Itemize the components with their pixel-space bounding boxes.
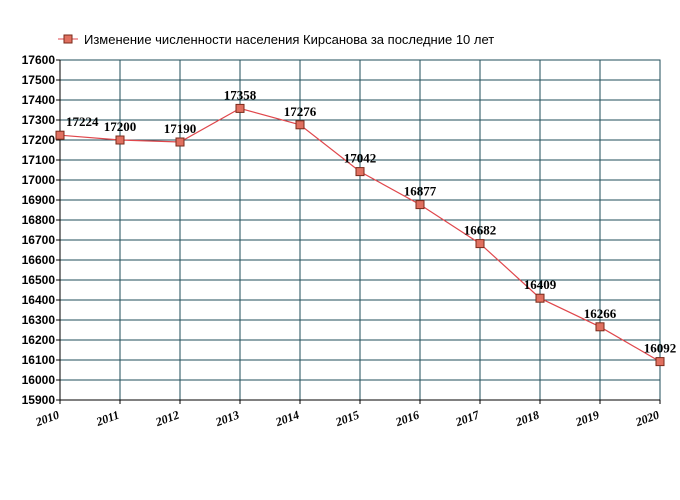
y-tick-label: 17300 xyxy=(22,113,56,127)
y-tick-label: 16000 xyxy=(22,373,56,387)
data-point xyxy=(235,103,245,113)
y-tick-label: 17500 xyxy=(22,73,56,87)
data-point xyxy=(55,130,65,140)
data-point xyxy=(475,239,485,249)
legend-marker xyxy=(63,34,73,44)
x-tick-label: 2018 xyxy=(513,408,541,430)
y-tick-label: 16100 xyxy=(22,353,56,367)
data-labels: 17224 17200 17190 17358 17276 17042 16877 16682… xyxy=(66,87,676,355)
y-tick-label: 17200 xyxy=(22,133,56,147)
y-tick-label: 16300 xyxy=(22,313,56,327)
x-axis: 2010 2011 2012 2013 2014 2015 2016 2017 2018 2019… xyxy=(33,399,661,430)
y-tick-label: 17400 xyxy=(22,93,56,107)
data-label: 17224 xyxy=(66,114,99,129)
data-point xyxy=(655,357,665,367)
x-tick-label: 2013 xyxy=(213,408,241,430)
data-label: 16682 xyxy=(464,223,497,238)
y-tick-label: 16500 xyxy=(22,273,56,287)
x-tick-label: 2019 xyxy=(573,408,601,430)
data-label: 17042 xyxy=(344,151,377,166)
data-label: 16092 xyxy=(644,341,677,356)
data-point xyxy=(535,293,545,303)
x-tick-label: 2017 xyxy=(453,407,482,429)
data-point xyxy=(355,167,365,177)
y-tick-label: 17000 xyxy=(22,173,56,187)
data-point xyxy=(295,120,305,130)
series-points xyxy=(55,103,665,367)
y-tick-label: 16700 xyxy=(22,233,56,247)
chart-legend: Изменение численности населения Кирсанов… xyxy=(58,32,494,47)
y-tick-label: 16900 xyxy=(22,193,56,207)
y-tick-label: 16400 xyxy=(22,293,56,307)
x-tick-label: 2016 xyxy=(393,408,421,430)
y-tick-label: 16200 xyxy=(22,333,56,347)
data-point xyxy=(115,135,125,145)
chart-grid xyxy=(59,59,661,401)
data-label: 17200 xyxy=(104,119,137,134)
x-tick-label: 2020 xyxy=(633,408,661,430)
y-tick-label: 17100 xyxy=(22,153,56,167)
data-label: 17190 xyxy=(164,121,197,136)
y-tick-label: 16800 xyxy=(22,213,56,227)
y-tick-label: 17600 xyxy=(22,53,56,67)
x-tick-label: 2015 xyxy=(333,408,361,430)
data-label: 17358 xyxy=(224,87,257,102)
y-tick-label: 15900 xyxy=(22,393,56,407)
data-point xyxy=(415,200,425,210)
data-point xyxy=(595,322,605,332)
data-label: 16877 xyxy=(404,184,437,199)
data-label: 16409 xyxy=(524,277,557,292)
y-tick-label: 16600 xyxy=(22,253,56,267)
x-tick-label: 2014 xyxy=(273,408,301,430)
legend-label: Изменение численности населения Кирсанов… xyxy=(84,32,494,47)
data-point xyxy=(175,137,185,147)
data-label: 16266 xyxy=(584,306,617,321)
x-tick-label: 2012 xyxy=(153,408,181,430)
x-tick-label: 2011 xyxy=(93,408,121,429)
y-axis: 15900 16000 16100 16200 16300 16400 16500 16600… xyxy=(22,53,61,407)
data-label: 17276 xyxy=(284,104,317,119)
x-tick-label: 2010 xyxy=(33,408,61,430)
